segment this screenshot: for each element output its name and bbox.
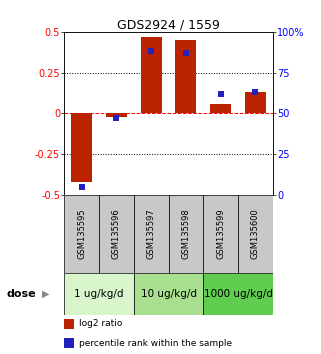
Bar	[141, 37, 161, 113]
Text: GSM135598: GSM135598	[181, 208, 190, 259]
Bar	[134, 273, 203, 315]
Text: GSM135599: GSM135599	[216, 208, 225, 259]
Bar	[64, 273, 134, 315]
Bar	[245, 92, 266, 113]
Text: percentile rank within the sample: percentile rank within the sample	[79, 338, 232, 348]
Bar	[238, 195, 273, 273]
Point	[183, 50, 188, 56]
Text: GSM135595: GSM135595	[77, 208, 86, 259]
Text: 1 ug/kg/d: 1 ug/kg/d	[74, 289, 124, 299]
Text: log2 ratio: log2 ratio	[79, 319, 122, 329]
Bar	[134, 195, 169, 273]
Bar	[203, 195, 238, 273]
Text: ▶: ▶	[42, 289, 49, 299]
Point	[218, 91, 223, 97]
Text: GSM135596: GSM135596	[112, 208, 121, 259]
Text: 1000 ug/kg/d: 1000 ug/kg/d	[204, 289, 273, 299]
Bar	[106, 113, 127, 116]
Text: dose: dose	[6, 289, 36, 299]
Point	[114, 115, 119, 121]
Title: GDS2924 / 1559: GDS2924 / 1559	[117, 19, 220, 32]
Point	[79, 184, 84, 189]
Text: GSM135600: GSM135600	[251, 208, 260, 259]
Text: GSM135597: GSM135597	[147, 208, 156, 259]
Bar	[176, 40, 196, 113]
Bar	[64, 195, 99, 273]
Bar	[99, 195, 134, 273]
Text: 10 ug/kg/d: 10 ug/kg/d	[141, 289, 196, 299]
Bar	[64, 338, 74, 348]
Point	[253, 89, 258, 95]
Bar	[64, 319, 74, 329]
Bar	[71, 113, 92, 182]
Bar	[203, 273, 273, 315]
Bar	[210, 103, 231, 113]
Bar	[169, 195, 203, 273]
Point	[149, 48, 154, 54]
